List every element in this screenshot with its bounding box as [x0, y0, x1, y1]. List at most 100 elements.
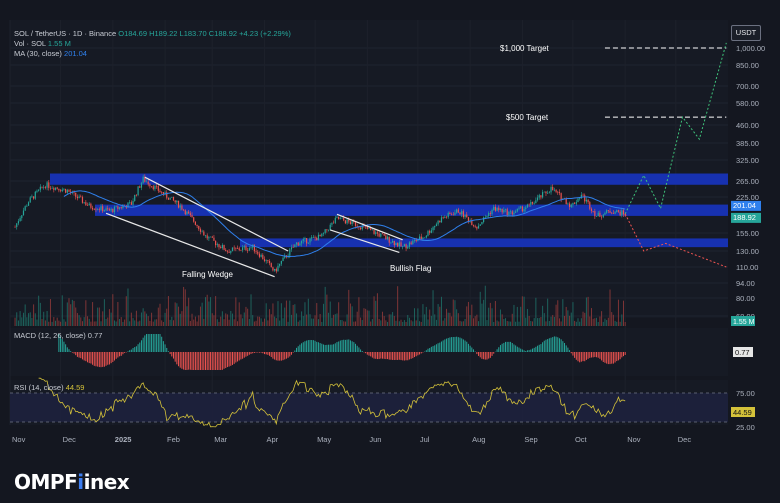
macd-histogram-bar	[466, 341, 468, 352]
macd-histogram-bar	[242, 352, 244, 359]
volume-bar	[484, 285, 486, 326]
macd-histogram-bar	[228, 352, 230, 367]
macd-histogram-bar	[172, 352, 174, 359]
candle-body	[516, 208, 518, 212]
candle-body	[98, 209, 100, 210]
x-tick-label: Aug	[472, 435, 485, 444]
macd-histogram-bar	[117, 352, 119, 358]
rsi-value: 44.59	[65, 383, 85, 392]
volume-bar	[304, 302, 306, 326]
candle-body	[166, 192, 168, 198]
candle-body	[555, 189, 557, 192]
x-tick-label: Dec	[678, 435, 692, 444]
macd-histogram-bar	[164, 344, 166, 352]
volume-bar	[73, 300, 75, 326]
candle-body	[263, 259, 266, 261]
candle-body	[440, 217, 443, 223]
macd-histogram-bar	[560, 339, 562, 352]
candle-body	[65, 188, 67, 193]
candle-body	[398, 242, 400, 247]
macd-histogram-bar	[410, 352, 412, 359]
volume-bar	[505, 318, 507, 326]
volume-bar	[322, 303, 324, 326]
macd-histogram-bar	[538, 344, 540, 352]
volume-bar	[58, 320, 60, 326]
macd-histogram-bar	[60, 336, 62, 352]
volume-bar	[250, 294, 252, 326]
volume-bar	[387, 321, 389, 326]
volume-bar	[274, 316, 276, 326]
candle-body	[139, 186, 141, 188]
candle-body	[295, 242, 298, 245]
candle-body	[294, 244, 296, 248]
candle-body	[523, 209, 525, 212]
volume-badge	[731, 316, 755, 326]
candle-body	[609, 210, 611, 213]
price-tick-label: 155.00	[736, 229, 759, 238]
volume-bar	[414, 308, 416, 326]
candle-body	[513, 212, 515, 215]
volume-bar	[243, 312, 245, 326]
candle-body	[105, 208, 107, 211]
volume-bar	[378, 318, 380, 326]
candle-body	[456, 209, 458, 213]
volume-bar	[22, 312, 24, 326]
candle-body	[145, 181, 148, 183]
macd-histogram-bar	[425, 350, 427, 352]
candle-body	[390, 242, 392, 244]
macd-histogram-bar	[233, 352, 235, 364]
price-tick-label: 580.00	[736, 99, 759, 108]
volume-bar	[257, 316, 259, 326]
macd-histogram-bar	[73, 352, 75, 354]
macd-histogram-bar	[435, 344, 437, 352]
volume-bar	[380, 320, 382, 326]
macd-histogram-bar	[220, 352, 222, 370]
candle-body	[68, 190, 70, 192]
candle-body	[395, 242, 397, 246]
candle-body	[312, 237, 314, 238]
macd-histogram-bar	[87, 352, 89, 363]
macd-histogram-bar	[456, 336, 458, 352]
candle-body	[491, 209, 493, 215]
candle-body	[597, 212, 599, 217]
volume-bar	[466, 306, 468, 326]
candle-body	[304, 238, 306, 240]
candle-body	[46, 182, 48, 188]
macd-histogram-bar	[533, 347, 535, 352]
macd-histogram-bar	[282, 352, 284, 361]
candle-body	[545, 191, 547, 194]
candle-body	[552, 186, 554, 191]
volume-bar	[68, 298, 70, 326]
volume-bar	[201, 302, 203, 326]
macd-histogram-bar	[162, 341, 164, 352]
volume-bar	[609, 289, 611, 326]
macd-histogram-bar	[415, 352, 417, 357]
candle-body	[616, 210, 618, 213]
candle-body	[27, 202, 30, 206]
volume-bar	[355, 321, 357, 326]
volume-badge-label: 1.55 M	[733, 319, 755, 326]
macd-histogram-bar	[579, 352, 581, 363]
macd-histogram-bar	[181, 352, 183, 369]
candle-body	[338, 216, 340, 220]
macd-histogram-bar	[358, 347, 360, 352]
volume-bar	[269, 309, 271, 326]
volume-bar	[328, 312, 330, 326]
volume-bar	[301, 311, 303, 326]
macd-histogram-bar	[481, 352, 483, 359]
candle-body	[272, 267, 274, 271]
candle-body	[432, 227, 434, 231]
candle-body	[66, 190, 68, 193]
candle-body	[336, 216, 338, 218]
volume-bar	[312, 318, 314, 326]
macd-histogram-bar	[447, 337, 449, 352]
candle-body	[606, 210, 608, 213]
currency-button[interactable]: USDT	[731, 25, 761, 41]
candle-body	[174, 200, 176, 203]
x-tick-label: Jul	[420, 435, 430, 444]
candle-body	[486, 215, 488, 218]
volume-bar	[572, 302, 574, 326]
candle-body	[408, 242, 411, 247]
macd-histogram-bar	[599, 352, 601, 359]
volume-bar	[592, 318, 594, 326]
